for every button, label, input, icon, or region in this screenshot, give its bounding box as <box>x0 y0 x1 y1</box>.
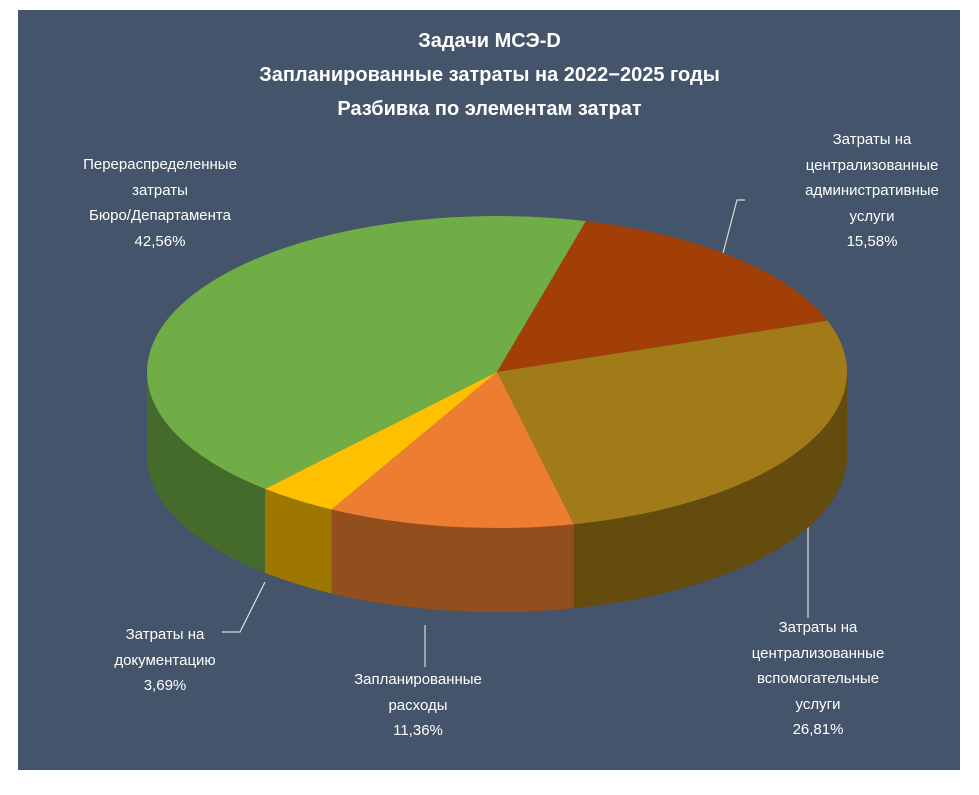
category-label: Затраты на централизованные администрати… <box>805 131 939 225</box>
slice-label: Затраты на централизованные вспомогатель… <box>738 615 899 743</box>
slice-side <box>147 372 266 573</box>
category-label: Запланированные расходы <box>354 671 482 714</box>
leader-lines <box>222 199 809 667</box>
slice <box>265 372 497 510</box>
category-label: Перераспределенные затраты Бюро/Департам… <box>83 156 237 224</box>
slice-side <box>265 488 332 594</box>
value-label: 3,69% <box>143 677 187 694</box>
chart-title: Задачи МСЭ-D <box>418 30 561 52</box>
category-label: Затраты на документацию <box>114 626 216 669</box>
slice <box>497 320 848 525</box>
slice-label: Перераспределенные затраты Бюро/Департам… <box>83 152 237 254</box>
slice-label: Затраты на документацию 3,69% <box>114 622 215 699</box>
value-label: 42,56% <box>134 232 186 250</box>
slice <box>147 216 586 489</box>
slice <box>331 372 574 529</box>
slice <box>497 221 828 372</box>
chart-subtitle: Разбивка по элементам затрат <box>337 98 642 120</box>
leader-line <box>222 581 266 633</box>
value-label: 11,36% <box>393 722 443 739</box>
slice-label: Затраты на централизованные администрати… <box>805 127 939 255</box>
slice-side <box>573 372 847 609</box>
value-label: 15,58% <box>846 233 898 250</box>
slice-tops <box>147 216 848 529</box>
value-label: 26,81% <box>792 721 844 738</box>
leader-line <box>721 199 745 258</box>
slice-sides <box>147 372 847 613</box>
chart-subtitle: Запланированные затраты на 2022−2025 год… <box>259 64 720 86</box>
slice-side <box>331 509 574 613</box>
category-label: Затраты на централизованные вспомогатель… <box>751 619 885 713</box>
slice-label: Запланированные расходы 11,36% <box>354 667 482 744</box>
